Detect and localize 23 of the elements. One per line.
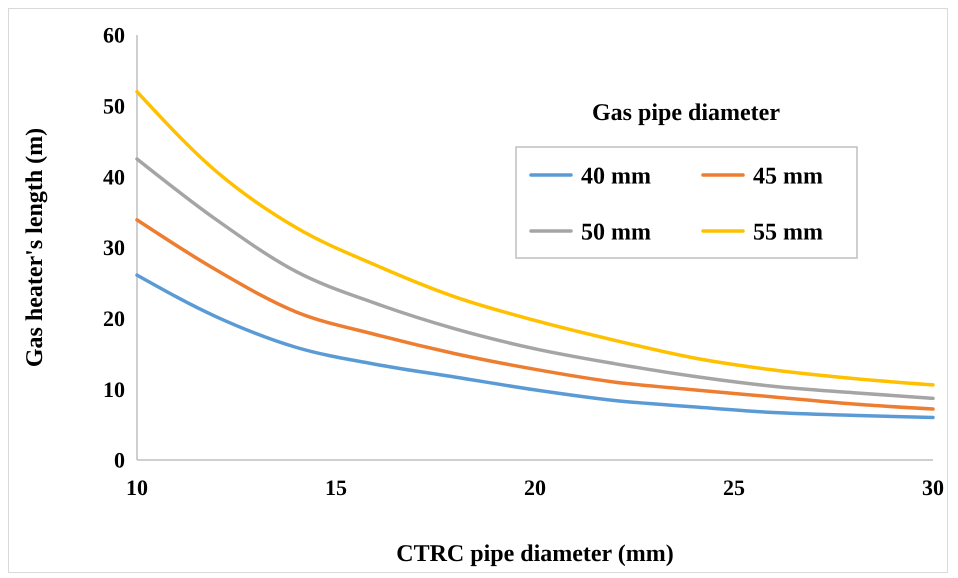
- legend-label: 55 mm: [753, 219, 823, 246]
- y-tick-label: 0: [114, 448, 125, 473]
- x-axis-title: CTRC pipe diameter (mm): [396, 541, 674, 567]
- line-series: [135, 157, 935, 400]
- legend-label: 50 mm: [581, 219, 651, 246]
- y-tick-label: 30: [103, 235, 125, 260]
- line-series: [135, 273, 935, 420]
- y-tick-label: 40: [103, 164, 125, 190]
- y-tick-label: 10: [103, 376, 125, 402]
- legend-label: 45 mm: [753, 163, 823, 190]
- y-tick-label: 50: [103, 94, 125, 119]
- y-tick-label: 20: [103, 306, 125, 332]
- x-tick-label: 20: [524, 475, 546, 500]
- x-tick-label: 15: [325, 475, 347, 500]
- x-tick-label: 10: [126, 475, 148, 500]
- legend-title: Gas pipe diameter: [592, 100, 780, 126]
- line-series: [135, 218, 935, 411]
- x-tick-label: 30: [922, 475, 944, 500]
- y-axis-title: Gas heater's length (m): [22, 128, 48, 368]
- x-tick-label: 25: [723, 475, 745, 500]
- legend-label: 40 mm: [581, 163, 651, 190]
- y-tick-label: 60: [103, 22, 125, 48]
- line-series: [135, 90, 935, 387]
